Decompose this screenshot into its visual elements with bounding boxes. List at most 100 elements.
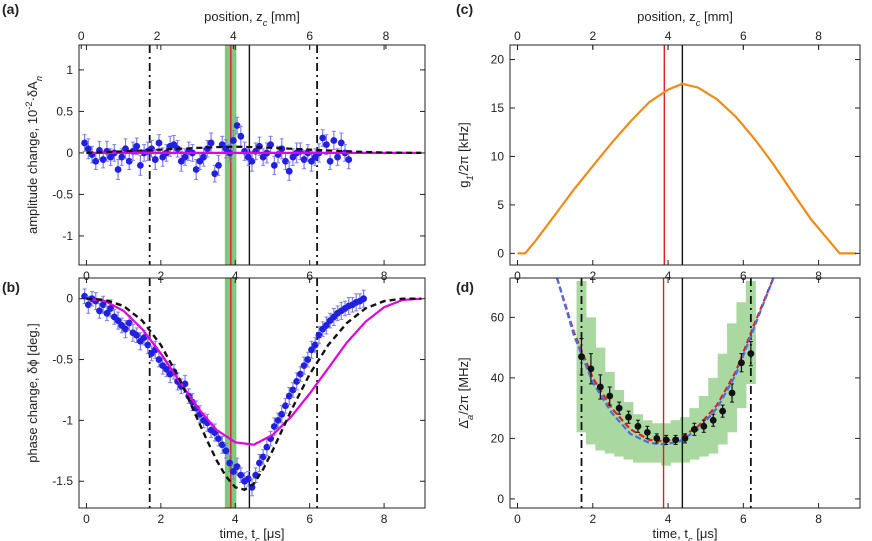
x-tick-label: 4 — [232, 269, 239, 283]
data-point — [99, 301, 107, 309]
data-point — [155, 139, 163, 147]
data-point — [274, 416, 282, 424]
y-tick-label: -1 — [62, 413, 73, 427]
y-tick-label: 5 — [497, 198, 504, 212]
data-point — [256, 459, 263, 467]
data-point — [278, 410, 286, 418]
plot-area — [81, 278, 422, 508]
plot-frame — [78, 277, 426, 509]
y-tick-label: -0.5 — [52, 353, 73, 367]
data-point — [226, 459, 234, 467]
top-tick-label: 2 — [154, 29, 161, 43]
x-tick-label: 0 — [83, 269, 90, 283]
data-point — [345, 156, 353, 163]
x-tick-label: 4 — [665, 512, 672, 526]
range-bar — [717, 353, 728, 445]
x-tick-label: 2 — [589, 512, 596, 526]
data-point — [133, 331, 141, 339]
x-tick-label: 6 — [740, 269, 747, 283]
data-point — [596, 383, 604, 391]
data-point — [293, 378, 301, 385]
x-tick-label: 0 — [514, 512, 521, 526]
plot-area — [81, 45, 422, 265]
data-point — [181, 153, 189, 161]
x-tick-label: 2 — [158, 269, 165, 283]
data-point — [326, 157, 334, 165]
top-tick-label: 2 — [589, 29, 596, 43]
data-point — [81, 139, 88, 147]
data-point — [84, 301, 92, 309]
data-point — [211, 170, 219, 178]
y-tick-label: 40 — [491, 371, 505, 385]
data-point — [133, 142, 141, 150]
panel-label: (b) — [2, 279, 20, 295]
x-axis-title: time, tc [μs] — [653, 526, 718, 541]
y-tick-label: 20 — [491, 431, 505, 445]
data-point — [738, 359, 745, 367]
top-tick-label: 4 — [230, 29, 237, 43]
data-point — [99, 156, 107, 163]
plot-frame — [509, 44, 861, 266]
data-point — [334, 153, 341, 161]
data-point — [233, 122, 241, 129]
y-axis-title: amplitude change, 10-2·δAn — [24, 76, 44, 234]
data-point — [311, 341, 319, 349]
series-line — [86, 297, 422, 491]
data-point — [625, 413, 632, 421]
x-tick-label: 0 — [83, 512, 90, 526]
top-axis-title: position, zc [mm] — [204, 9, 300, 28]
data-point — [229, 137, 237, 144]
data-point — [289, 386, 297, 394]
data-point — [323, 141, 330, 149]
y-tick-label: -1.5 — [52, 474, 73, 488]
data-point — [728, 389, 736, 397]
data-point — [308, 346, 315, 354]
data-point — [192, 166, 200, 173]
y-tick-label: 15 — [491, 101, 505, 115]
data-point — [672, 436, 679, 444]
data-point — [144, 341, 152, 349]
data-point — [244, 475, 252, 483]
data-point — [282, 157, 289, 165]
data-point — [92, 157, 100, 165]
data-point — [282, 402, 289, 410]
data-point — [81, 292, 88, 300]
y-tick-label: -1 — [62, 229, 73, 243]
x-tick-label: 0 — [514, 269, 521, 283]
data-point — [360, 295, 368, 303]
data-point — [263, 443, 271, 451]
data-point — [207, 139, 215, 147]
range-bar — [604, 371, 615, 454]
data-point — [140, 334, 148, 342]
data-point — [267, 141, 275, 149]
data-point — [136, 161, 144, 169]
y-axis-title: Δ̄a/2π [MHz] — [456, 357, 475, 428]
x-tick-label: 2 — [589, 269, 596, 283]
x-tick-label: 6 — [740, 512, 747, 526]
x-axis-title: time, tc [μs] — [220, 526, 285, 541]
data-point — [643, 428, 651, 436]
data-point — [606, 392, 614, 400]
data-point — [315, 331, 323, 339]
top-tick-label: 6 — [306, 29, 313, 43]
top-tick-label: 0 — [514, 29, 521, 43]
x-tick-label: 2 — [158, 512, 165, 526]
data-point — [615, 404, 623, 412]
data-point — [237, 132, 245, 140]
data-point — [319, 134, 327, 142]
chart-panel-c: (c) 0 2 4 6 8 0 2 4 6 8 0 5 10 15 20 position, zc [mm] g1… — [456, 1, 861, 283]
y-tick-label: -0.5 — [52, 187, 73, 201]
range-bar — [727, 323, 738, 433]
data-point — [155, 356, 163, 363]
data-point — [296, 370, 304, 378]
data-point — [103, 309, 111, 317]
range-bar — [623, 402, 634, 460]
top-tick-label: 4 — [665, 29, 672, 43]
data-point — [578, 353, 585, 361]
data-point — [700, 422, 708, 430]
plot-frame — [509, 277, 861, 509]
y-tick-label: 60 — [491, 310, 505, 324]
data-point — [300, 362, 308, 370]
data-point — [337, 139, 345, 147]
